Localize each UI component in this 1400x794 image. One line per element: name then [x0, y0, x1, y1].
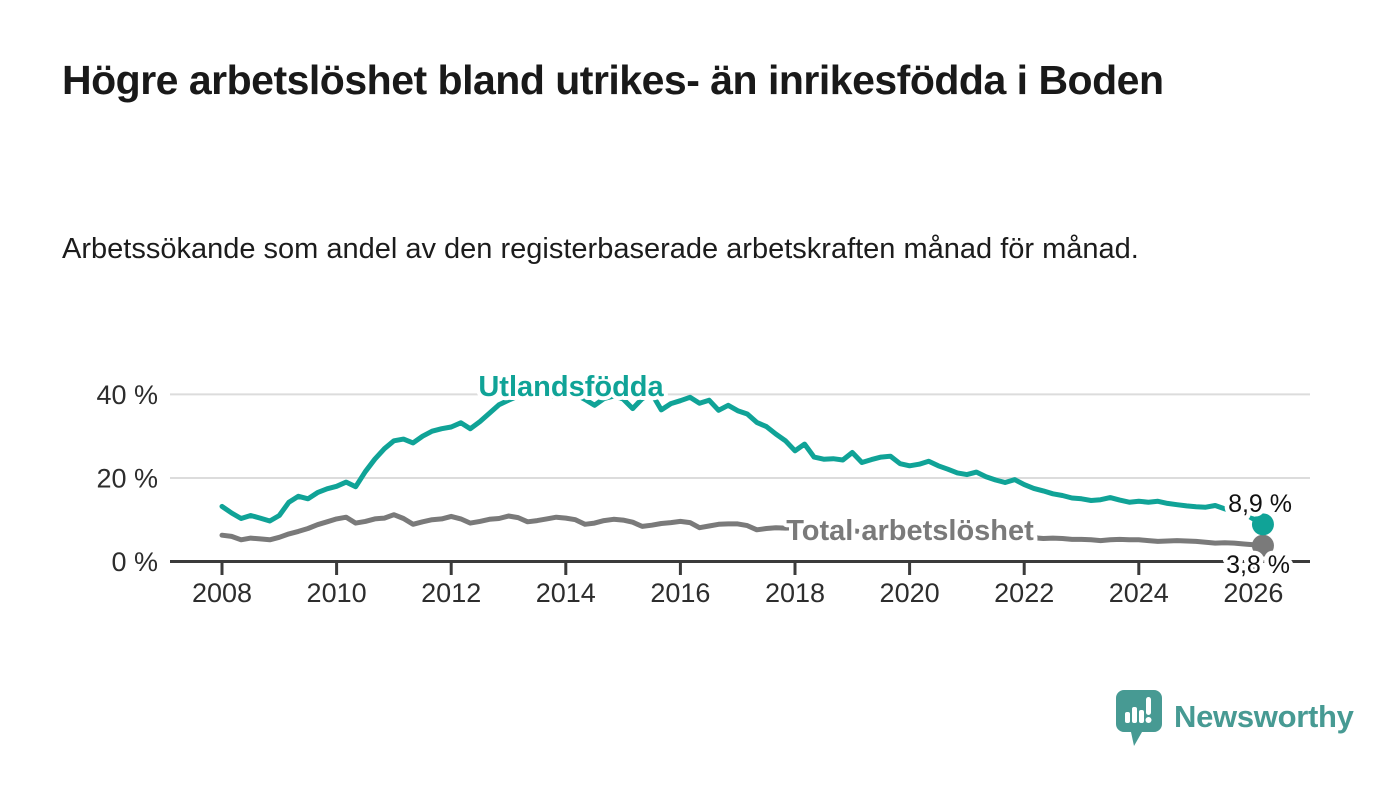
x-tick-label: 2010: [307, 578, 367, 608]
x-tick-label: 2020: [880, 578, 940, 608]
end-value-label-utlandsfodda: 8,9 %: [1228, 490, 1292, 518]
newsworthy-logo-icon: [1116, 690, 1162, 746]
series-label-total: Total arbetslöshet: [786, 515, 1034, 547]
y-tick-label: 0 %: [111, 547, 158, 577]
y-tick-label: 40 %: [96, 380, 158, 410]
series-end-dot-utlandsfodda: [1251, 513, 1274, 536]
x-tick-label: 2012: [421, 578, 481, 608]
series-line-utlandsfodda: [219, 391, 1266, 527]
chart-subtitle: Arbetssökande som andel av den registerb…: [62, 233, 1139, 265]
series-end-dot-total: [1251, 534, 1274, 557]
newsworthy-brand: Newsworthy: [1116, 686, 1354, 748]
x-tick-label: 2026: [1223, 578, 1283, 608]
end-value-label-total: 3,8 %: [1226, 551, 1290, 579]
line-chart-area: 0 % 20 % 40 % 2008 2010 2012 2014 2016 2018 2020 2…: [0, 340, 1400, 630]
chart-title: Högre arbetslöshet bland utrikes- än inr…: [62, 57, 1164, 103]
series-line-total: [219, 512, 1266, 549]
x-tick-label: 2016: [650, 578, 710, 608]
y-tick-label: 20 %: [96, 463, 158, 493]
x-tick-label: 2014: [536, 578, 596, 608]
newsworthy-wordmark: Newsworthy: [1174, 699, 1354, 734]
x-tick-label: 2018: [765, 578, 825, 608]
unemployment-line-chart: 0 % 20 % 40 % 2008 2010 2012 2014 2016 2018 2020 2…: [96, 367, 1310, 608]
x-tick-label: 2008: [192, 578, 252, 608]
x-tick-label: 2022: [994, 578, 1054, 608]
x-tick-label: 2024: [1109, 578, 1169, 608]
series-label-utlandsfodda: Utlandsfödda: [478, 371, 664, 403]
